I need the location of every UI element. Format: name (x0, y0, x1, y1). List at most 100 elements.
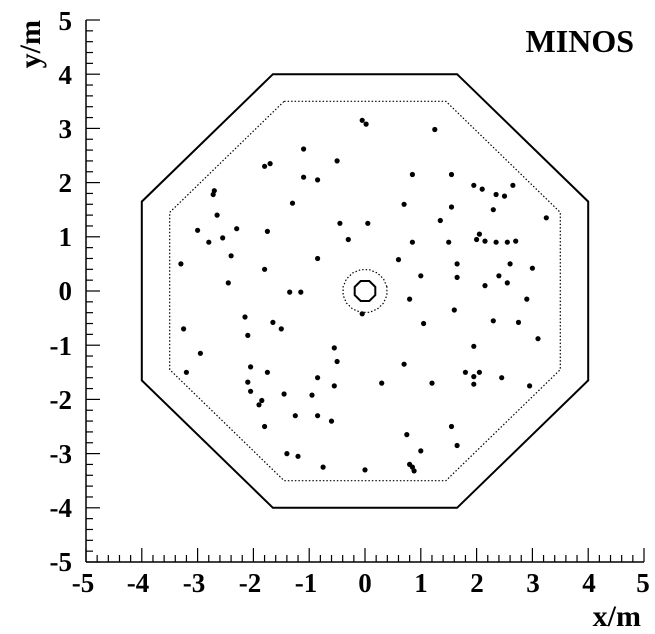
event-point (225, 280, 231, 286)
event-point (493, 239, 499, 245)
y-axis-title: y/m (14, 20, 47, 68)
event-point (214, 212, 220, 218)
event-point (418, 273, 424, 279)
event-point (448, 171, 455, 178)
detector-outer-outline (140, 73, 590, 509)
event-point (446, 239, 452, 245)
event-point (432, 126, 438, 133)
y-tick-label: 5 (59, 6, 73, 36)
y-tick-label: 2 (59, 168, 73, 198)
x-tick-label: -5 (72, 568, 95, 598)
event-point (471, 374, 477, 380)
y-tick-label: -5 (50, 547, 73, 577)
event-point (421, 320, 427, 327)
event-point (220, 235, 226, 241)
event-point (404, 432, 410, 438)
x-tick-label: -2 (239, 568, 262, 598)
event-point (482, 283, 488, 289)
event-point (359, 311, 365, 317)
fiducial-volume-outline (169, 100, 561, 482)
event-point (328, 418, 335, 424)
event-point (228, 253, 234, 259)
event-point (493, 191, 499, 198)
event-point (524, 296, 530, 302)
y-axis-ticks (86, 19, 100, 563)
event-point (454, 274, 460, 280)
event-point (197, 350, 203, 356)
event-point (331, 383, 337, 389)
event-point (448, 423, 455, 430)
event-point (287, 289, 293, 295)
event-point (504, 280, 510, 286)
event-point (289, 200, 296, 206)
event-point (264, 228, 270, 234)
event-point (454, 442, 460, 449)
y-tick-label: 4 (59, 60, 73, 90)
event-point (178, 261, 184, 267)
event-point (256, 402, 262, 408)
event-point (535, 336, 541, 342)
event-point (315, 413, 321, 419)
event-point (206, 239, 212, 245)
event-point (309, 392, 315, 398)
event-point (418, 448, 424, 454)
event-point (476, 231, 482, 237)
event-point (395, 257, 402, 263)
x-tick-label: -1 (295, 568, 318, 598)
event-point (281, 391, 287, 397)
event-point (362, 467, 368, 473)
event-point (345, 236, 351, 243)
event-point (278, 326, 284, 332)
event-point (479, 186, 485, 192)
event-point (527, 383, 533, 389)
event-point (507, 261, 513, 267)
event-point (337, 220, 343, 226)
event-point (270, 319, 276, 325)
event-point (515, 319, 522, 325)
event-point (264, 369, 270, 375)
event-point (284, 451, 290, 457)
event-point (448, 204, 455, 210)
event-point (267, 161, 273, 167)
event-point (359, 117, 365, 123)
event-point (476, 369, 482, 375)
event-point (409, 239, 415, 245)
event-point (248, 388, 254, 394)
x-axis-ticks (85, 548, 645, 562)
event-point (242, 314, 248, 320)
event-point (315, 177, 321, 183)
event-point (401, 201, 407, 207)
event-point (401, 361, 407, 367)
event-point (471, 381, 477, 387)
event-point (462, 369, 468, 375)
event-point (437, 217, 443, 224)
y-tick-label: -1 (50, 331, 73, 361)
x-tick-label: 5 (636, 568, 650, 598)
event-point (315, 255, 321, 262)
x-tick-label: -3 (183, 568, 206, 598)
event-point (248, 364, 254, 370)
event-point (510, 182, 516, 188)
event-point (490, 318, 496, 324)
event-point (301, 146, 307, 152)
event-point (482, 238, 488, 244)
event-point (259, 397, 265, 404)
y-tick-label: 0 (59, 276, 73, 306)
x-tick-label: 1 (414, 568, 428, 598)
event-point (504, 239, 510, 245)
event-point (298, 289, 304, 295)
y-tick-label: 3 (59, 114, 73, 144)
event-point (245, 332, 251, 338)
y-tick-label: -2 (50, 385, 73, 415)
y-tick-label: 1 (59, 222, 73, 252)
event-point (379, 380, 385, 386)
x-axis-tick-labels: -5 -4 -3 -2 -1 0 1 2 3 4 5 (72, 568, 650, 598)
event-point (451, 307, 457, 313)
event-point (295, 453, 301, 459)
event-point (262, 423, 268, 430)
y-tick-label: -4 (50, 493, 73, 523)
event-point (407, 296, 413, 302)
event-point (292, 413, 298, 419)
y-axis-tick-labels: -5 -4 -3 -2 -1 0 1 2 3 4 5 (50, 6, 73, 577)
coil-cut-outline (342, 269, 388, 313)
